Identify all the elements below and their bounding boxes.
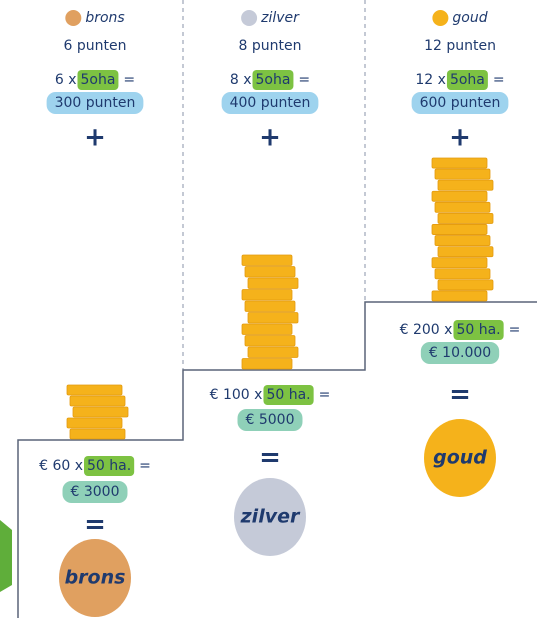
points-formula-part: = — [298, 72, 310, 88]
total-points: 600 punten — [420, 95, 501, 111]
medal-dot — [432, 10, 448, 26]
money-formula-part: 50 ha. — [87, 458, 131, 474]
coin — [432, 224, 487, 234]
medal-dot — [241, 10, 257, 26]
coin — [67, 418, 122, 428]
coin — [432, 291, 487, 301]
coin — [432, 158, 487, 168]
medal-label: zilver — [260, 10, 300, 26]
coin — [438, 213, 493, 223]
money-total: € 5000 — [246, 412, 295, 428]
money-formula-part: 50 ha. — [456, 322, 500, 338]
medal-label: goud — [452, 10, 487, 26]
coin — [435, 269, 490, 279]
infographic: brons6 punten6 x5oha=300 punten+€ 60 x50… — [0, 0, 537, 618]
coin — [242, 324, 292, 335]
points-formula-part: 5oha — [450, 72, 485, 88]
money-formula-part: € 60 x — [39, 458, 83, 474]
points-formula-part: 8 x — [230, 72, 252, 88]
coin — [245, 336, 295, 347]
money-total: € 3000 — [71, 484, 120, 500]
coin — [248, 278, 298, 289]
coin — [242, 290, 292, 301]
total-points: 400 punten — [230, 95, 311, 111]
coin — [438, 180, 493, 190]
result-eq: = — [449, 380, 471, 410]
coin — [73, 407, 128, 417]
points-formula-part: = — [123, 72, 135, 88]
points-formula-part: 12 x — [415, 72, 446, 88]
money-formula-part: = — [509, 322, 521, 338]
coin — [248, 313, 298, 324]
coin — [248, 347, 298, 358]
points-formula-part: = — [493, 72, 505, 88]
coin — [245, 301, 295, 312]
money-formula-part: = — [319, 387, 331, 403]
coin — [242, 359, 292, 370]
money-formula-part: = — [139, 458, 151, 474]
coin — [70, 429, 125, 439]
result-eq: = — [84, 510, 106, 540]
coin — [245, 267, 295, 278]
money-formula-part: € 100 x — [210, 387, 263, 403]
points: 6 punten — [64, 38, 127, 54]
plus: + — [84, 123, 106, 153]
coin — [435, 169, 490, 179]
points-formula-part: 6 x — [55, 72, 77, 88]
money-formula-part: € 200 x — [400, 322, 453, 338]
coin — [432, 191, 487, 201]
coin — [432, 258, 487, 268]
result-label: goud — [433, 447, 487, 469]
points-formula-part: 5oha — [80, 72, 115, 88]
coin — [438, 280, 493, 290]
medal-dot — [65, 10, 81, 26]
money-total: € 10.000 — [429, 345, 491, 361]
coin — [435, 236, 490, 246]
coin — [438, 247, 493, 257]
coin — [67, 385, 122, 395]
medal-label: brons — [85, 10, 124, 26]
points: 12 punten — [424, 38, 496, 54]
coin — [242, 255, 292, 266]
coin — [435, 202, 490, 212]
plus: + — [449, 123, 471, 153]
coin — [70, 396, 125, 406]
result-label: zilver — [240, 506, 301, 528]
result-eq: = — [259, 443, 281, 473]
money-formula-part: 50 ha. — [266, 387, 310, 403]
total-points: 300 punten — [55, 95, 136, 111]
points-formula-part: 5oha — [255, 72, 290, 88]
plus: + — [259, 123, 281, 153]
points: 8 punten — [239, 38, 302, 54]
side-shape — [0, 520, 12, 592]
result-label: brons — [65, 567, 126, 589]
